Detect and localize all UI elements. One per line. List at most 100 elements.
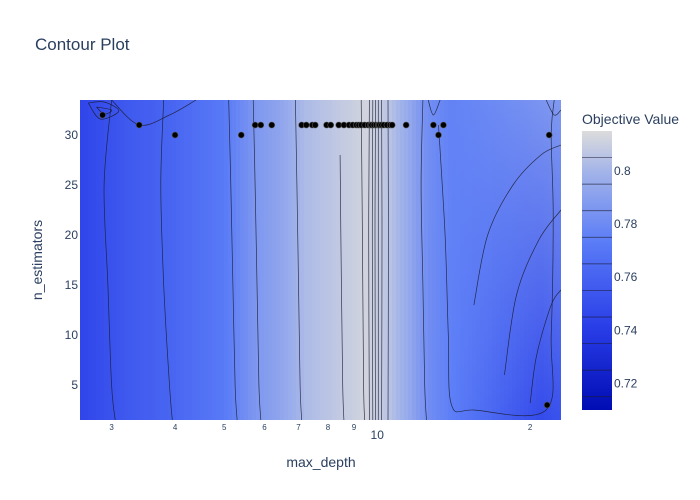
heatmap-column (516, 100, 521, 420)
trial-point[interactable] (135, 121, 143, 129)
heatmap-column (252, 100, 257, 420)
heatmap-column (504, 100, 509, 420)
colorbar-tick-label: 0.76 (614, 270, 638, 284)
heatmap-column (508, 100, 513, 420)
heatmap-column (512, 100, 517, 420)
heatmap-column (340, 100, 345, 420)
heatmap-column (476, 100, 481, 420)
heatmap-column (264, 100, 269, 420)
trial-point[interactable] (251, 121, 259, 129)
heatmap-column (108, 100, 113, 420)
x-tick-label: 7 (296, 423, 301, 432)
contour-line (504, 209, 561, 376)
trial-point[interactable] (237, 131, 245, 139)
trial-point[interactable] (311, 121, 319, 129)
heatmap-column (336, 100, 341, 420)
contour-lines (88, 100, 561, 420)
heatmap-column (256, 100, 261, 420)
colorbar-tick-label: 0.8 (614, 164, 631, 178)
trial-point[interactable] (257, 121, 265, 129)
contour-line (111, 100, 197, 126)
heatmap-column (248, 100, 253, 420)
heatmap-column (272, 100, 277, 420)
trial-point[interactable] (435, 131, 442, 139)
trial-point[interactable] (99, 111, 106, 119)
heatmap-column (232, 100, 237, 420)
y-tick-label: 5 (71, 378, 78, 392)
heatmap-column (448, 100, 453, 420)
heatmap-column (300, 100, 305, 420)
heatmap-column (496, 100, 501, 420)
contour-line (252, 100, 262, 420)
heatmap-column (500, 100, 505, 420)
y-tick-label: 30 (65, 128, 79, 142)
contour-line (360, 100, 366, 420)
contour-line (545, 100, 561, 116)
heatmap-column (492, 100, 497, 420)
heatmap-column (556, 100, 561, 420)
x-axis-label: max_depth (286, 454, 355, 470)
plot-area[interactable] (80, 100, 565, 420)
heatmap-column (320, 100, 325, 420)
heatmap-column (80, 100, 85, 420)
x-tick-label: 2 (528, 423, 533, 432)
trial-point[interactable] (440, 121, 447, 129)
heatmap-column (140, 100, 145, 420)
heatmap-column (100, 100, 105, 420)
trial-point[interactable] (543, 401, 551, 409)
heatmap-column (116, 100, 121, 420)
trial-point[interactable] (402, 121, 410, 129)
heatmap-column (520, 100, 525, 420)
heatmap-column (480, 100, 485, 420)
heatmap-column (280, 100, 285, 420)
colorbar-tick-label: 0.78 (614, 217, 638, 231)
trial-point[interactable] (327, 121, 335, 129)
heatmap-column (528, 100, 533, 420)
trial-point[interactable] (388, 121, 396, 129)
heatmap-column (452, 100, 457, 420)
heatmap-column (368, 100, 373, 420)
y-tick-label: 25 (65, 178, 79, 192)
contour-line (88, 101, 120, 120)
heatmap-column (408, 100, 413, 420)
heatmap-column (176, 100, 181, 420)
heatmap-column (188, 100, 193, 420)
contour-line (473, 144, 561, 306)
trial-point[interactable] (430, 121, 437, 129)
heatmap-column (184, 100, 189, 420)
heatmap-column (260, 100, 265, 420)
contour-line (420, 100, 427, 420)
heatmap-column (212, 100, 217, 420)
heatmap-column (536, 100, 541, 420)
trial-point[interactable] (268, 121, 276, 129)
heatmap-column (344, 100, 349, 420)
heatmap-column (540, 100, 545, 420)
y-tick-label: 15 (65, 278, 79, 292)
heatmap-column (180, 100, 185, 420)
heatmap-column (432, 100, 437, 420)
heatmap-column (112, 100, 117, 420)
colorbar-tick-label: 0.72 (614, 376, 638, 390)
heatmap-column (544, 100, 549, 420)
heatmap-column (488, 100, 493, 420)
heatmap-column (416, 100, 421, 420)
trial-point[interactable] (171, 131, 179, 139)
trial-point[interactable] (302, 121, 310, 129)
x-axis-ticks: 3 4 5 6 7 8 9 2 10 (109, 423, 533, 442)
contour-line (368, 100, 370, 420)
contour-line (371, 100, 374, 420)
heatmap-column (220, 100, 225, 420)
heatmap-column (388, 100, 393, 420)
y-tick-label: 10 (65, 328, 79, 342)
heatmap-column (164, 100, 169, 420)
heatmap-column (120, 100, 125, 420)
heatmap-column (104, 100, 109, 420)
heatmap-column (156, 100, 161, 420)
trial-points[interactable] (99, 111, 553, 409)
heatmap-column (284, 100, 289, 420)
trial-point[interactable] (545, 131, 553, 139)
colorbar-title: Objective Value (582, 111, 679, 127)
heatmap-columns (80, 100, 561, 420)
heatmap-column (524, 100, 529, 420)
colorbar-level-lines (582, 157, 612, 398)
